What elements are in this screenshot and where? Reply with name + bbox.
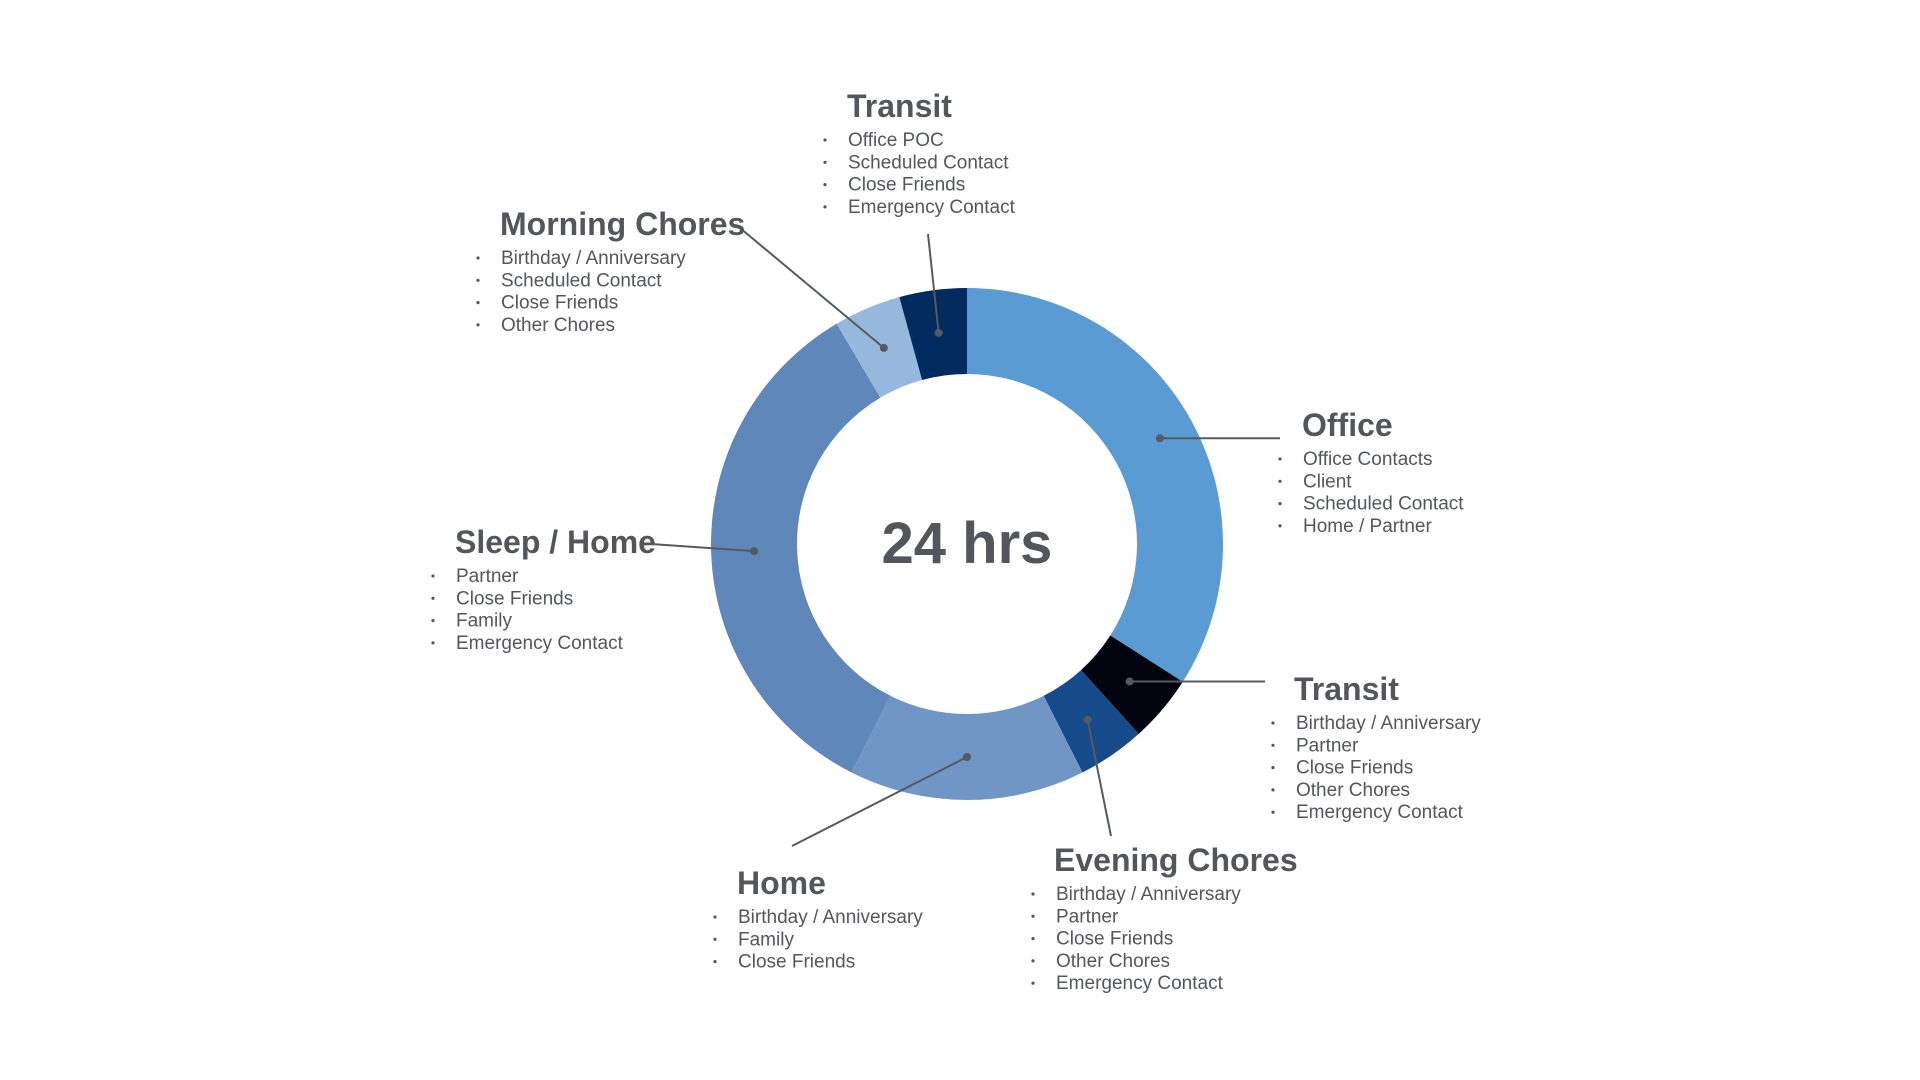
- bullet-evening-chores-2-1: [1031, 914, 1035, 918]
- bullet-morning-chores-5-1: [476, 278, 480, 282]
- bullet-sleep-home-4-1: [431, 596, 435, 600]
- segment-item-sleep-home-4-0: Partner: [456, 566, 519, 587]
- segment-title-evening-chores-2: Evening Chores: [1054, 842, 1298, 878]
- segment-item-morning-chores-5-2: Close Friends: [501, 293, 618, 314]
- segment-item-transit-1-0: Birthday / Anniversary: [1296, 713, 1481, 734]
- bullet-transit-1-3: [1271, 788, 1275, 792]
- bullet-transit-6-1: [823, 160, 827, 164]
- segment-item-transit-1-3: Other Chores: [1296, 780, 1410, 801]
- bullet-transit-1-2: [1271, 766, 1275, 770]
- bullet-home-3-2: [713, 960, 717, 964]
- segment-item-transit-1-4: Emergency Contact: [1296, 802, 1464, 823]
- slice-transit-6: [899, 288, 967, 381]
- bullet-morning-chores-5-3: [476, 323, 480, 327]
- bullet-sleep-home-4-0: [431, 574, 435, 578]
- segment-item-morning-chores-5-0: Birthday / Anniversary: [501, 248, 686, 269]
- bullet-sleep-home-4-3: [431, 641, 435, 645]
- segment-item-evening-chores-2-1: Partner: [1056, 906, 1119, 927]
- segment-item-morning-chores-5-1: Scheduled Contact: [501, 270, 662, 291]
- bullet-office-0-2: [1278, 502, 1282, 506]
- leader-line-sleep-home-4: [650, 543, 755, 553]
- leader-dot-evening-chores-2: [1083, 715, 1092, 724]
- bullet-morning-chores-5-2: [476, 301, 480, 305]
- segment-item-transit-1-1: Partner: [1296, 735, 1359, 756]
- leader-line-transit-6: [927, 233, 940, 334]
- bullet-office-0-1: [1278, 479, 1282, 483]
- bullet-home-3-1: [713, 937, 717, 941]
- segment-item-office-0-0: Office Contacts: [1303, 449, 1433, 470]
- leader-line-morning-chores-5: [739, 227, 885, 349]
- segment-item-transit-6-3: Emergency Contact: [848, 197, 1016, 218]
- segment-title-home-3: Home: [737, 865, 826, 901]
- segment-title-office-0: Office: [1302, 407, 1393, 443]
- segment-item-transit-6-1: Scheduled Contact: [848, 152, 1009, 173]
- segment-item-evening-chores-2-4: Emergency Contact: [1056, 973, 1224, 994]
- segment-item-sleep-home-4-3: Emergency Contact: [456, 633, 624, 654]
- segment-item-transit-6-2: Close Friends: [848, 175, 965, 196]
- segment-item-sleep-home-4-2: Family: [456, 611, 512, 632]
- bullet-evening-chores-2-3: [1031, 959, 1035, 963]
- leader-dot-home-3: [963, 753, 971, 761]
- slice-sleep-home-4: [711, 323, 891, 773]
- leader-dot-transit-1: [1125, 677, 1134, 686]
- slice-morning-chores-5: [836, 297, 923, 398]
- center-label: 24 hrs: [882, 511, 1053, 576]
- segment-item-morning-chores-5-3: Other Chores: [501, 315, 615, 336]
- leader-dot-transit-6: [934, 328, 943, 337]
- segment-item-transit-1-2: Close Friends: [1296, 758, 1413, 779]
- segment-item-evening-chores-2-0: Birthday / Anniversary: [1056, 884, 1241, 905]
- slice-home-3: [851, 695, 1083, 800]
- leader-line-home-3: [791, 756, 968, 847]
- bullet-home-3-0: [713, 915, 717, 919]
- segment-item-home-3-1: Family: [738, 929, 794, 950]
- bullet-evening-chores-2-0: [1031, 892, 1035, 896]
- slice-evening-chores-2: [1043, 670, 1139, 773]
- donut-slices: [711, 288, 1223, 800]
- segment-item-evening-chores-2-2: Close Friends: [1056, 929, 1173, 950]
- segment-item-transit-6-0: Office POC: [848, 130, 944, 151]
- bullet-sleep-home-4-2: [431, 619, 435, 623]
- bullet-transit-6-2: [823, 183, 827, 187]
- segment-item-home-3-2: Close Friends: [738, 952, 855, 973]
- leader-dot-morning-chores-5: [879, 343, 888, 352]
- segment-title-sleep-home-4: Sleep / Home: [455, 524, 656, 560]
- segment-item-sleep-home-4-1: Close Friends: [456, 588, 573, 609]
- bullet-morning-chores-5-0: [476, 256, 480, 260]
- bullet-evening-chores-2-2: [1031, 937, 1035, 941]
- slice-office-0: [967, 288, 1223, 682]
- segment-title-transit-6: Transit: [847, 88, 952, 124]
- segment-item-office-0-1: Client: [1303, 471, 1352, 492]
- leader-dot-office-0: [1155, 434, 1164, 443]
- segment-title-transit-1: Transit: [1294, 671, 1399, 707]
- segment-title-morning-chores-5: Morning Chores: [500, 206, 745, 242]
- bullet-transit-6-3: [823, 205, 827, 209]
- bullet-office-0-3: [1278, 524, 1282, 528]
- segment-item-office-0-3: Home / Partner: [1303, 516, 1432, 537]
- segment-item-evening-chores-2-3: Other Chores: [1056, 951, 1170, 972]
- leader-dot-sleep-home-4: [750, 547, 759, 556]
- bullet-office-0-0: [1278, 457, 1282, 461]
- segment-item-office-0-2: Scheduled Contact: [1303, 494, 1464, 515]
- segment-item-home-3-0: Birthday / Anniversary: [738, 907, 923, 928]
- bullet-transit-1-4: [1271, 810, 1275, 814]
- bullet-transit-6-0: [823, 138, 827, 142]
- bullet-transit-1-1: [1271, 743, 1275, 747]
- bullet-transit-1-0: [1271, 721, 1275, 725]
- bullet-evening-chores-2-4: [1031, 981, 1035, 985]
- leader-lines: [650, 227, 1280, 847]
- leader-line-evening-chores-2: [1086, 719, 1112, 837]
